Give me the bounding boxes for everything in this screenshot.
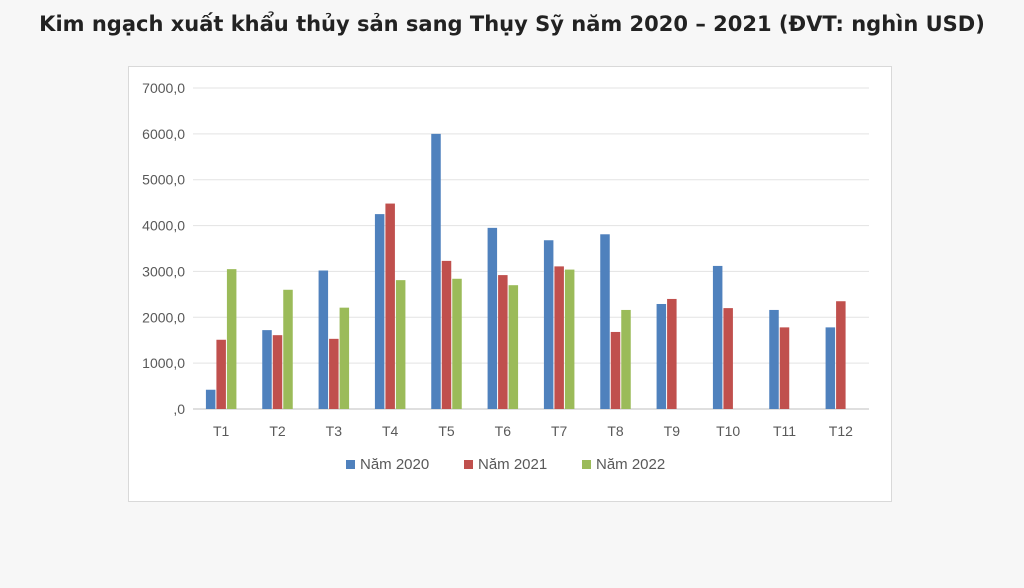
x-tick-label: T2 (269, 423, 286, 439)
bar (600, 234, 610, 409)
y-tick-label: 7000,0 (142, 80, 185, 96)
y-tick-label: ,0 (173, 401, 185, 417)
legend-label: Năm 2020 (360, 456, 429, 473)
bar (825, 327, 836, 409)
gridlines (193, 87, 869, 410)
bar (272, 335, 283, 409)
bar (779, 327, 790, 409)
legend-swatch (582, 460, 591, 469)
y-tick-label: 4000,0 (142, 218, 185, 234)
x-tick-label: T5 (438, 423, 455, 439)
x-tick-label: T8 (607, 423, 624, 439)
y-tick-label: 5000,0 (142, 172, 185, 188)
bar (385, 203, 395, 409)
legend: Năm 2020 Năm 2021 Năm 2022 (346, 456, 665, 473)
bar (836, 301, 846, 409)
y-tick-label: 3000,0 (142, 263, 185, 279)
y-axis-ticks: ,0 1000,0 2000,0 3000,0 4000,0 5000,0 6000,0 70… (142, 80, 185, 417)
bar (656, 303, 667, 409)
x-tick-label: T4 (382, 423, 399, 439)
bar (226, 269, 237, 409)
bar (543, 240, 554, 409)
y-tick-label: 2000,0 (142, 309, 185, 325)
bars (205, 133, 846, 409)
bar (667, 298, 677, 409)
x-tick-label: T1 (213, 423, 230, 439)
bar (329, 338, 339, 409)
x-tick-label: T11 (773, 423, 796, 439)
bar (205, 389, 216, 409)
bar (395, 280, 406, 409)
bar (508, 285, 519, 409)
x-tick-label: T10 (716, 423, 740, 439)
x-tick-label: T3 (326, 423, 343, 439)
bar (621, 309, 631, 409)
bar (452, 278, 462, 409)
bar (769, 309, 779, 409)
legend-label: Năm 2022 (596, 456, 665, 473)
legend-swatch (464, 460, 473, 469)
bar (564, 269, 575, 409)
bar (318, 270, 329, 409)
bar (283, 289, 293, 409)
bar (339, 307, 350, 409)
x-axis-ticks: T1 T2 T3 T4 T5 T6 T7 T8 T9 T10 T11 T12 (213, 423, 853, 439)
x-tick-label: T9 (664, 423, 681, 439)
chart-area: ,0 1000,0 2000,0 3000,0 4000,0 5000,0 6000,0 70… (128, 66, 892, 502)
legend-label: Năm 2021 (478, 456, 547, 473)
legend-swatch (346, 460, 355, 469)
bar (610, 331, 621, 409)
bar (262, 330, 272, 409)
bar (216, 339, 226, 409)
x-tick-label: T7 (551, 423, 568, 439)
y-tick-label: 6000,0 (142, 126, 185, 142)
bar (441, 260, 452, 409)
bar (374, 214, 385, 409)
bar (431, 133, 441, 409)
x-tick-label: T12 (829, 423, 853, 439)
chart-title: Kim ngạch xuất khẩu thủy sản sang Thụy S… (39, 12, 985, 36)
bar (487, 227, 498, 409)
bar (712, 265, 723, 409)
y-tick-label: 1000,0 (142, 355, 185, 371)
bar (723, 308, 733, 409)
bar (554, 266, 564, 409)
bar (498, 275, 508, 409)
x-tick-label: T6 (495, 423, 512, 439)
bar-chart: ,0 1000,0 2000,0 3000,0 4000,0 5000,0 6000,0 70… (142, 80, 869, 473)
